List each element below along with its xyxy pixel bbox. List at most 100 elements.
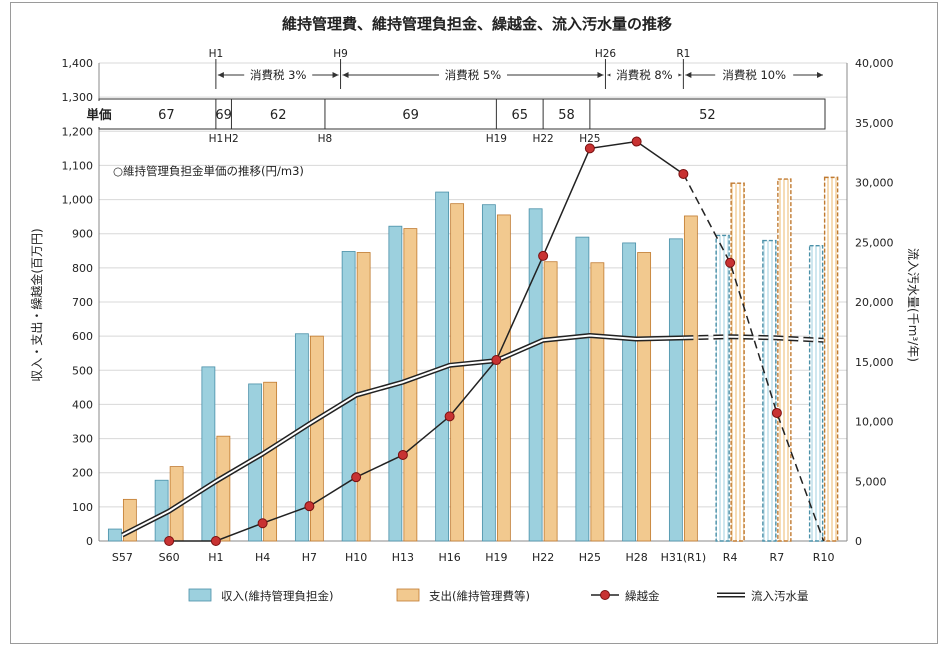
expense-bar bbox=[683, 215, 698, 542]
carryover-point bbox=[771, 407, 782, 418]
tax-arrow-head bbox=[685, 72, 692, 78]
tax-arrow-head bbox=[217, 72, 224, 78]
carryover-point bbox=[538, 250, 549, 261]
y-tick-label: 300 bbox=[72, 433, 93, 446]
carryover-point bbox=[164, 536, 175, 546]
y-tick-label: 100 bbox=[72, 501, 93, 514]
y2-tick-label: 15,000 bbox=[855, 356, 894, 369]
y-tick-label: 200 bbox=[72, 467, 93, 480]
unit-price-value: 62 bbox=[270, 108, 287, 123]
legend-marker bbox=[600, 590, 610, 600]
expense-bar bbox=[590, 262, 605, 542]
y-axis-label: 収入・支出・繰越金(百万円) bbox=[29, 228, 44, 381]
tax-era-label: R1 bbox=[676, 48, 690, 60]
tax-period-label: 消費税 10% bbox=[722, 68, 786, 82]
unit-price-row: 単価 67 69 H2 62 H8 69 H19 65 H22 58 H25 52 H1 bbox=[83, 98, 826, 145]
tax-arrow-head bbox=[342, 72, 349, 78]
tax-era-label: H26 bbox=[595, 48, 617, 60]
chart-svg: 維持管理費、維持管理負担金、繰越金、流入汚水量の推移 0 100 200 300 400… bbox=[29, 15, 920, 603]
tax-period-label: 消費税 3% bbox=[250, 68, 306, 82]
unit-price-value: 69 bbox=[215, 108, 232, 123]
x-tick-label: H25 bbox=[579, 551, 601, 564]
x-tick-label: H16 bbox=[438, 551, 460, 564]
y2-tick-label: 0 bbox=[855, 535, 862, 548]
unit-price-era: H22 bbox=[532, 133, 553, 145]
unit-price-era: H1 bbox=[209, 133, 224, 145]
unit-price-value: 69 bbox=[402, 108, 419, 123]
x-tick-label: H13 bbox=[392, 551, 414, 564]
y-tick-label: 1,200 bbox=[62, 125, 94, 138]
x-tick-label: H1 bbox=[208, 551, 223, 564]
expense-bar bbox=[543, 261, 558, 542]
tax-label-bg bbox=[244, 66, 313, 81]
y2-tick-label: 10,000 bbox=[855, 416, 894, 429]
x-tick-label: H31(R1) bbox=[661, 551, 707, 564]
flow-line-inner bbox=[121, 334, 684, 536]
tax-label-bg bbox=[439, 66, 507, 81]
tax-periods: 消費税 3% H1 消費税 5% H9 消費税 8% H26 消費税 10% R1 bbox=[209, 48, 823, 89]
y-tick-label: 800 bbox=[72, 262, 93, 275]
y-tick-label: 1,000 bbox=[62, 194, 94, 207]
expense-bar bbox=[730, 182, 745, 542]
y-tick-label: 1,300 bbox=[62, 91, 94, 104]
legend-label: 収入(維持管理負担金) bbox=[221, 589, 333, 603]
carryover-point bbox=[584, 143, 595, 154]
unit-price-label-bg bbox=[83, 101, 115, 127]
legend-swatch bbox=[396, 588, 420, 602]
expense-bar bbox=[309, 335, 324, 542]
bars bbox=[107, 176, 839, 542]
x-tick-label: H10 bbox=[345, 551, 367, 564]
legend-swatch bbox=[188, 588, 212, 602]
chart-title: 維持管理費、維持管理負担金、繰越金、流入汚水量の推移 bbox=[282, 15, 672, 33]
unit-price-note: ○維持管理負担金単価の推移(円/m3) bbox=[113, 164, 304, 178]
x-tick-label: H4 bbox=[255, 551, 270, 564]
x-tick-label: H22 bbox=[532, 551, 554, 564]
x-tick-label: S57 bbox=[112, 551, 133, 564]
expense-bar bbox=[823, 176, 839, 542]
carryover-point bbox=[257, 518, 268, 529]
tax-era-label: H9 bbox=[333, 48, 348, 60]
chart-frame: 維持管理費、維持管理負担金、繰越金、流入汚水量の推移 0 100 200 300 400… bbox=[10, 2, 938, 644]
legend-label: 繰越金 bbox=[625, 589, 660, 603]
tax-arrow-head bbox=[597, 72, 604, 78]
x-tick-label: H19 bbox=[485, 551, 507, 564]
expense-bar bbox=[450, 203, 465, 542]
x-tick-label: R10 bbox=[813, 551, 835, 564]
unit-price-box bbox=[98, 98, 826, 130]
y-tick-label: 700 bbox=[72, 296, 93, 309]
tax-arrow-head bbox=[817, 72, 823, 78]
tax-label-bg bbox=[610, 66, 679, 81]
flow-line-projected-inner bbox=[683, 335, 824, 342]
carryover-point bbox=[444, 411, 455, 422]
expense-bar bbox=[637, 252, 652, 542]
unit-price-label: 単価 bbox=[86, 107, 112, 122]
x-axis-ticks: S57 S60 H1 H4 H7 H10 H13 H16 H19 H22 H25 H28 H31(R1)… bbox=[112, 551, 835, 564]
expense-bar bbox=[403, 228, 418, 542]
unit-price-era: H19 bbox=[486, 133, 507, 145]
y2-tick-label: 20,000 bbox=[855, 296, 894, 309]
x-tick-label: H28 bbox=[625, 551, 647, 564]
y-tick-label: 1,100 bbox=[62, 159, 94, 172]
y-tick-label: 900 bbox=[72, 228, 93, 241]
x-tick-label: R4 bbox=[723, 551, 738, 564]
x-tick-label: S60 bbox=[159, 551, 180, 564]
y2-tick-label: 30,000 bbox=[855, 177, 894, 190]
y-tick-label: 500 bbox=[72, 364, 93, 377]
y-tick-label: 0 bbox=[86, 535, 93, 548]
x-tick-label: R7 bbox=[770, 551, 785, 564]
income-bar bbox=[622, 242, 637, 542]
y2-axis-label: 流入汚水量(千m³/年) bbox=[906, 248, 920, 362]
tax-era-label: H1 bbox=[209, 48, 224, 60]
expense-bar bbox=[777, 178, 792, 542]
carryover-line bbox=[169, 140, 684, 542]
tax-period-label: 消費税 5% bbox=[445, 68, 501, 82]
carryover-point bbox=[725, 257, 736, 268]
y2-tick-label: 5,000 bbox=[855, 475, 887, 488]
unit-price-value: 52 bbox=[699, 108, 716, 123]
unit-price-value: 65 bbox=[511, 108, 528, 123]
y-tick-label: 400 bbox=[72, 398, 93, 411]
carryover-point bbox=[351, 472, 362, 483]
carryover-point bbox=[210, 536, 221, 546]
expense-bar bbox=[216, 435, 231, 542]
legend: 収入(維持管理負担金) 支出(維持管理費等) 繰越金 流入汚水量 bbox=[188, 588, 809, 603]
